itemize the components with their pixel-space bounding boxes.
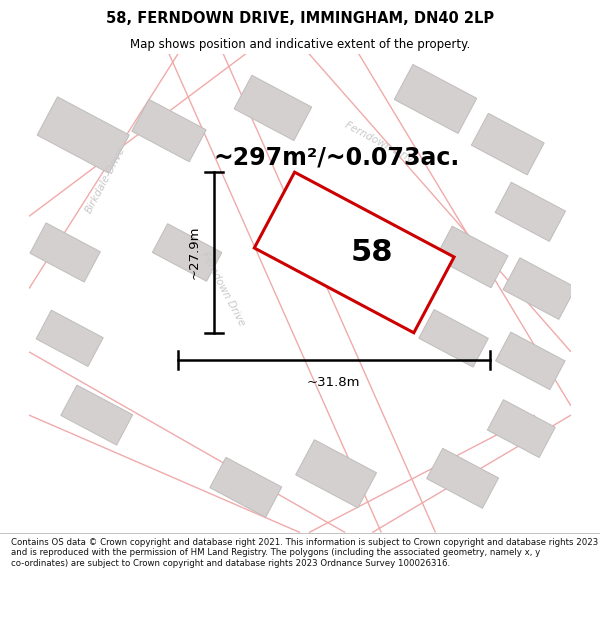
Polygon shape <box>427 448 499 508</box>
Polygon shape <box>234 75 312 141</box>
Polygon shape <box>487 399 555 458</box>
Polygon shape <box>61 385 133 445</box>
Text: Ferndown Drive: Ferndown Drive <box>343 121 420 168</box>
Polygon shape <box>30 223 100 282</box>
Polygon shape <box>394 64 477 133</box>
Text: 58, FERNDOWN DRIVE, IMMINGHAM, DN40 2LP: 58, FERNDOWN DRIVE, IMMINGHAM, DN40 2LP <box>106 11 494 26</box>
Polygon shape <box>472 113 544 175</box>
Text: Ferndown Drive: Ferndown Drive <box>199 250 247 328</box>
Polygon shape <box>496 332 565 389</box>
Polygon shape <box>435 226 508 288</box>
Text: Map shows position and indicative extent of the property.: Map shows position and indicative extent… <box>130 38 470 51</box>
Text: ~27.9m: ~27.9m <box>188 226 201 279</box>
Text: 58: 58 <box>351 238 394 267</box>
Polygon shape <box>132 99 206 162</box>
Polygon shape <box>296 440 377 508</box>
Polygon shape <box>152 224 222 281</box>
Text: Contains OS data © Crown copyright and database right 2021. This information is : Contains OS data © Crown copyright and d… <box>11 538 598 568</box>
Polygon shape <box>37 97 129 173</box>
Polygon shape <box>503 258 576 319</box>
Polygon shape <box>210 458 282 518</box>
Polygon shape <box>419 309 488 367</box>
Text: Birkdale-Drive: Birkdale-Drive <box>84 145 128 215</box>
Polygon shape <box>254 172 454 332</box>
Text: ~31.8m: ~31.8m <box>307 376 361 389</box>
Polygon shape <box>495 182 566 241</box>
Text: ~297m²/~0.073ac.: ~297m²/~0.073ac. <box>213 146 459 169</box>
Polygon shape <box>36 310 103 366</box>
